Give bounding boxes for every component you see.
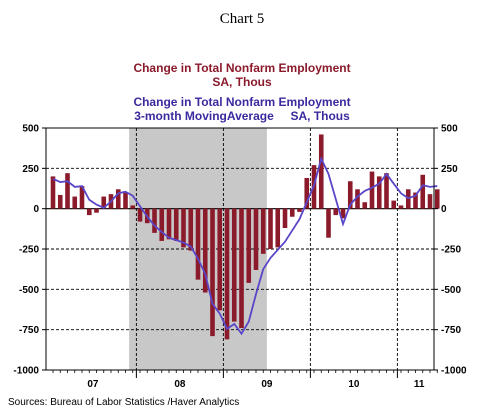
bar bbox=[239, 208, 244, 329]
bar bbox=[181, 208, 186, 248]
x-tick-label: 09 bbox=[261, 379, 273, 390]
bar bbox=[275, 208, 281, 248]
bar bbox=[195, 208, 201, 280]
bar bbox=[282, 208, 288, 229]
bar bbox=[333, 208, 339, 216]
x-tick-label: 07 bbox=[87, 379, 99, 390]
bar bbox=[137, 208, 143, 222]
legend-line-line1: Change in Total Nonfarm Employment bbox=[133, 95, 350, 109]
bar bbox=[355, 189, 360, 209]
moving-average-line bbox=[52, 156, 438, 336]
bar bbox=[398, 205, 404, 209]
bar bbox=[57, 194, 63, 209]
bar bbox=[115, 189, 121, 209]
bar bbox=[420, 174, 426, 209]
y-tick-label-left: 0 bbox=[33, 204, 39, 215]
bar bbox=[65, 173, 70, 209]
bar bbox=[376, 176, 382, 209]
bar bbox=[152, 208, 157, 233]
bar bbox=[217, 208, 223, 311]
legend-line-line2: 3-month MovingAverage SA, Thous bbox=[134, 109, 350, 123]
right-axis: 500 250 0 -250 -500 -750 -1000 bbox=[434, 124, 467, 377]
bar bbox=[289, 208, 295, 217]
y-tick-label-right: -500 bbox=[441, 285, 461, 296]
bar bbox=[434, 189, 440, 209]
bar bbox=[173, 208, 179, 241]
bar bbox=[210, 208, 215, 337]
y-tick-label-right: -250 bbox=[441, 245, 461, 256]
bar bbox=[188, 208, 194, 251]
bar bbox=[384, 173, 389, 209]
legend-bar-line1: Change in Total Nonfarm Employment bbox=[133, 61, 350, 75]
bar bbox=[202, 208, 208, 293]
bar bbox=[86, 208, 92, 216]
bar bbox=[297, 208, 302, 212]
y-tick-label-right: -1000 bbox=[441, 366, 467, 377]
y-tick-label-right: -750 bbox=[441, 325, 461, 336]
page-title: Chart 5 bbox=[220, 11, 265, 27]
bar bbox=[362, 202, 368, 209]
bar bbox=[304, 178, 310, 209]
bar bbox=[123, 192, 128, 209]
x-tick-label: 08 bbox=[174, 379, 186, 390]
bar bbox=[224, 208, 230, 340]
bar bbox=[369, 171, 375, 209]
bar bbox=[101, 196, 107, 209]
bar bbox=[268, 208, 273, 249]
bar bbox=[347, 181, 353, 209]
year-dividers bbox=[135, 128, 398, 370]
bar bbox=[413, 192, 418, 209]
bar bbox=[72, 196, 78, 209]
bar bbox=[94, 208, 99, 213]
bar bbox=[340, 208, 346, 219]
bar bbox=[260, 208, 266, 254]
bar bbox=[391, 200, 397, 209]
bar bbox=[231, 208, 237, 322]
bar bbox=[427, 194, 433, 209]
x-axis: 07 08 09 10 11 bbox=[52, 370, 438, 390]
y-tick-label-right: 0 bbox=[441, 204, 447, 215]
source-note: Sources: Bureau of Labor Statistics /Hav… bbox=[8, 397, 239, 408]
x-tick-label: 10 bbox=[348, 379, 360, 390]
bar bbox=[166, 208, 172, 240]
y-tick-label-left: -1000 bbox=[13, 366, 39, 377]
y-tick-label-left: -750 bbox=[19, 325, 39, 336]
y-tick-label-right: 500 bbox=[441, 124, 458, 135]
bar bbox=[159, 208, 165, 241]
x-tick-label: 11 bbox=[414, 379, 425, 390]
bar bbox=[326, 208, 331, 238]
y-tick-label-left: 250 bbox=[22, 164, 39, 175]
bar bbox=[253, 208, 259, 270]
y-tick-label-left: 500 bbox=[22, 124, 39, 135]
bar bbox=[79, 186, 85, 209]
bar bbox=[50, 176, 56, 209]
bar bbox=[246, 208, 252, 283]
bar bbox=[318, 134, 324, 209]
y-tick-label-left: -250 bbox=[19, 245, 39, 256]
bar bbox=[130, 205, 136, 209]
y-tick-label-left: -500 bbox=[19, 285, 39, 296]
left-axis: 500 250 0 -250 -500 -750 -1000 bbox=[13, 124, 46, 377]
legend-bar-line2: SA, Thous bbox=[212, 75, 272, 89]
y-tick-label-right: 250 bbox=[441, 164, 458, 175]
